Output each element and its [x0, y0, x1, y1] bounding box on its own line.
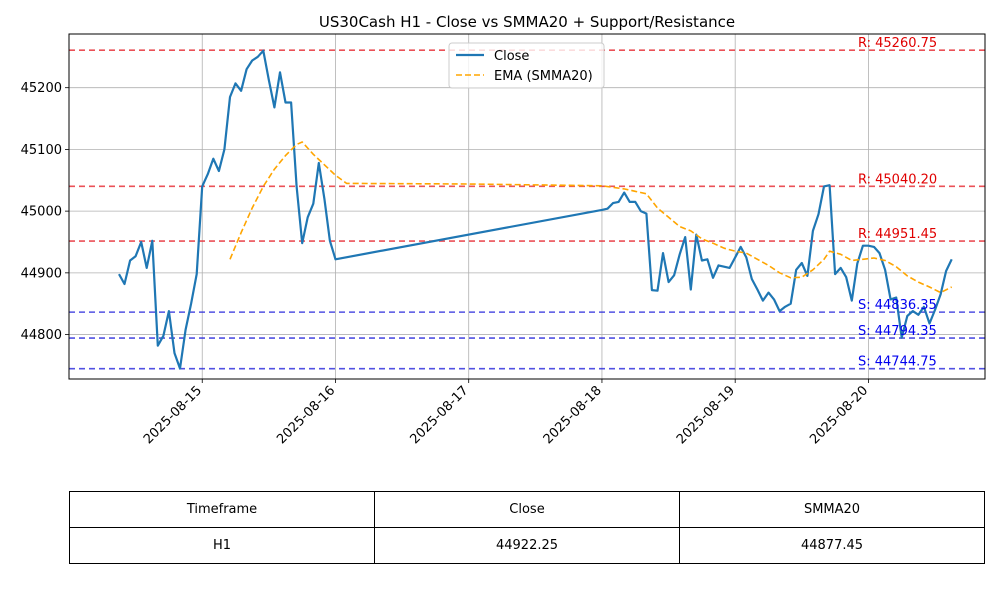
legend: Close EMA (SMMA20)	[448, 42, 605, 89]
table-header-cell: SMMA20	[679, 491, 985, 528]
y-tick-label: 44900	[21, 266, 62, 281]
chart: US30Cash H1 - Close vs SMMA20 + Support/…	[21, 13, 986, 447]
plot-frame	[68, 33, 986, 380]
x-tick-label: 2025-08-17	[408, 383, 472, 447]
x-tick-label: 2025-08-16	[274, 383, 338, 447]
table-header-row: Timeframe Close SMMA20	[69, 491, 985, 528]
table-header-cell: Timeframe	[69, 491, 375, 528]
table-header-cell: Close	[374, 491, 680, 528]
resistance-label: R: 44951.45	[858, 227, 937, 242]
y-tick-label: 44800	[21, 328, 62, 343]
legend-label-ema: EMA (SMMA20)	[494, 69, 593, 84]
support-label: S: 44836.35	[858, 298, 937, 313]
resistance-label: R: 45260.75	[858, 36, 937, 51]
table-cell-timeframe: H1	[69, 527, 375, 564]
series-lines	[118, 49, 953, 370]
table-row: H1 44922.25 44877.45	[69, 527, 985, 564]
y-tick-label: 45200	[21, 81, 62, 96]
close-series-line	[118, 49, 953, 370]
y-tick-label: 45100	[21, 143, 62, 158]
x-tick-label: 2025-08-15	[141, 383, 205, 447]
x-tick-label: 2025-08-20	[807, 383, 871, 447]
y-tick-label: 45000	[21, 205, 62, 220]
x-tick-label: 2025-08-19	[674, 383, 738, 447]
table-cell-smma20: 44877.45	[679, 527, 985, 564]
smma20-series-line	[229, 141, 953, 294]
grid	[69, 34, 985, 379]
support-label: S: 44794.35	[858, 324, 937, 339]
support-resistance-lines	[69, 49, 985, 370]
legend-box	[448, 42, 605, 89]
legend-label-close: Close	[494, 49, 529, 64]
x-tick-label: 2025-08-18	[541, 383, 605, 447]
table-cell-close: 44922.25	[374, 527, 680, 564]
level-labels: R: 45260.75 R: 45040.20 R: 44951.45 S: 4483…	[858, 36, 937, 369]
chart-title: US30Cash H1 - Close vs SMMA20 + Support/…	[319, 13, 735, 31]
support-label: S: 44744.75	[858, 355, 937, 370]
resistance-label: R: 45040.20	[858, 172, 937, 187]
summary-table: Timeframe Close SMMA20 H1 44922.25 44877…	[69, 491, 985, 564]
